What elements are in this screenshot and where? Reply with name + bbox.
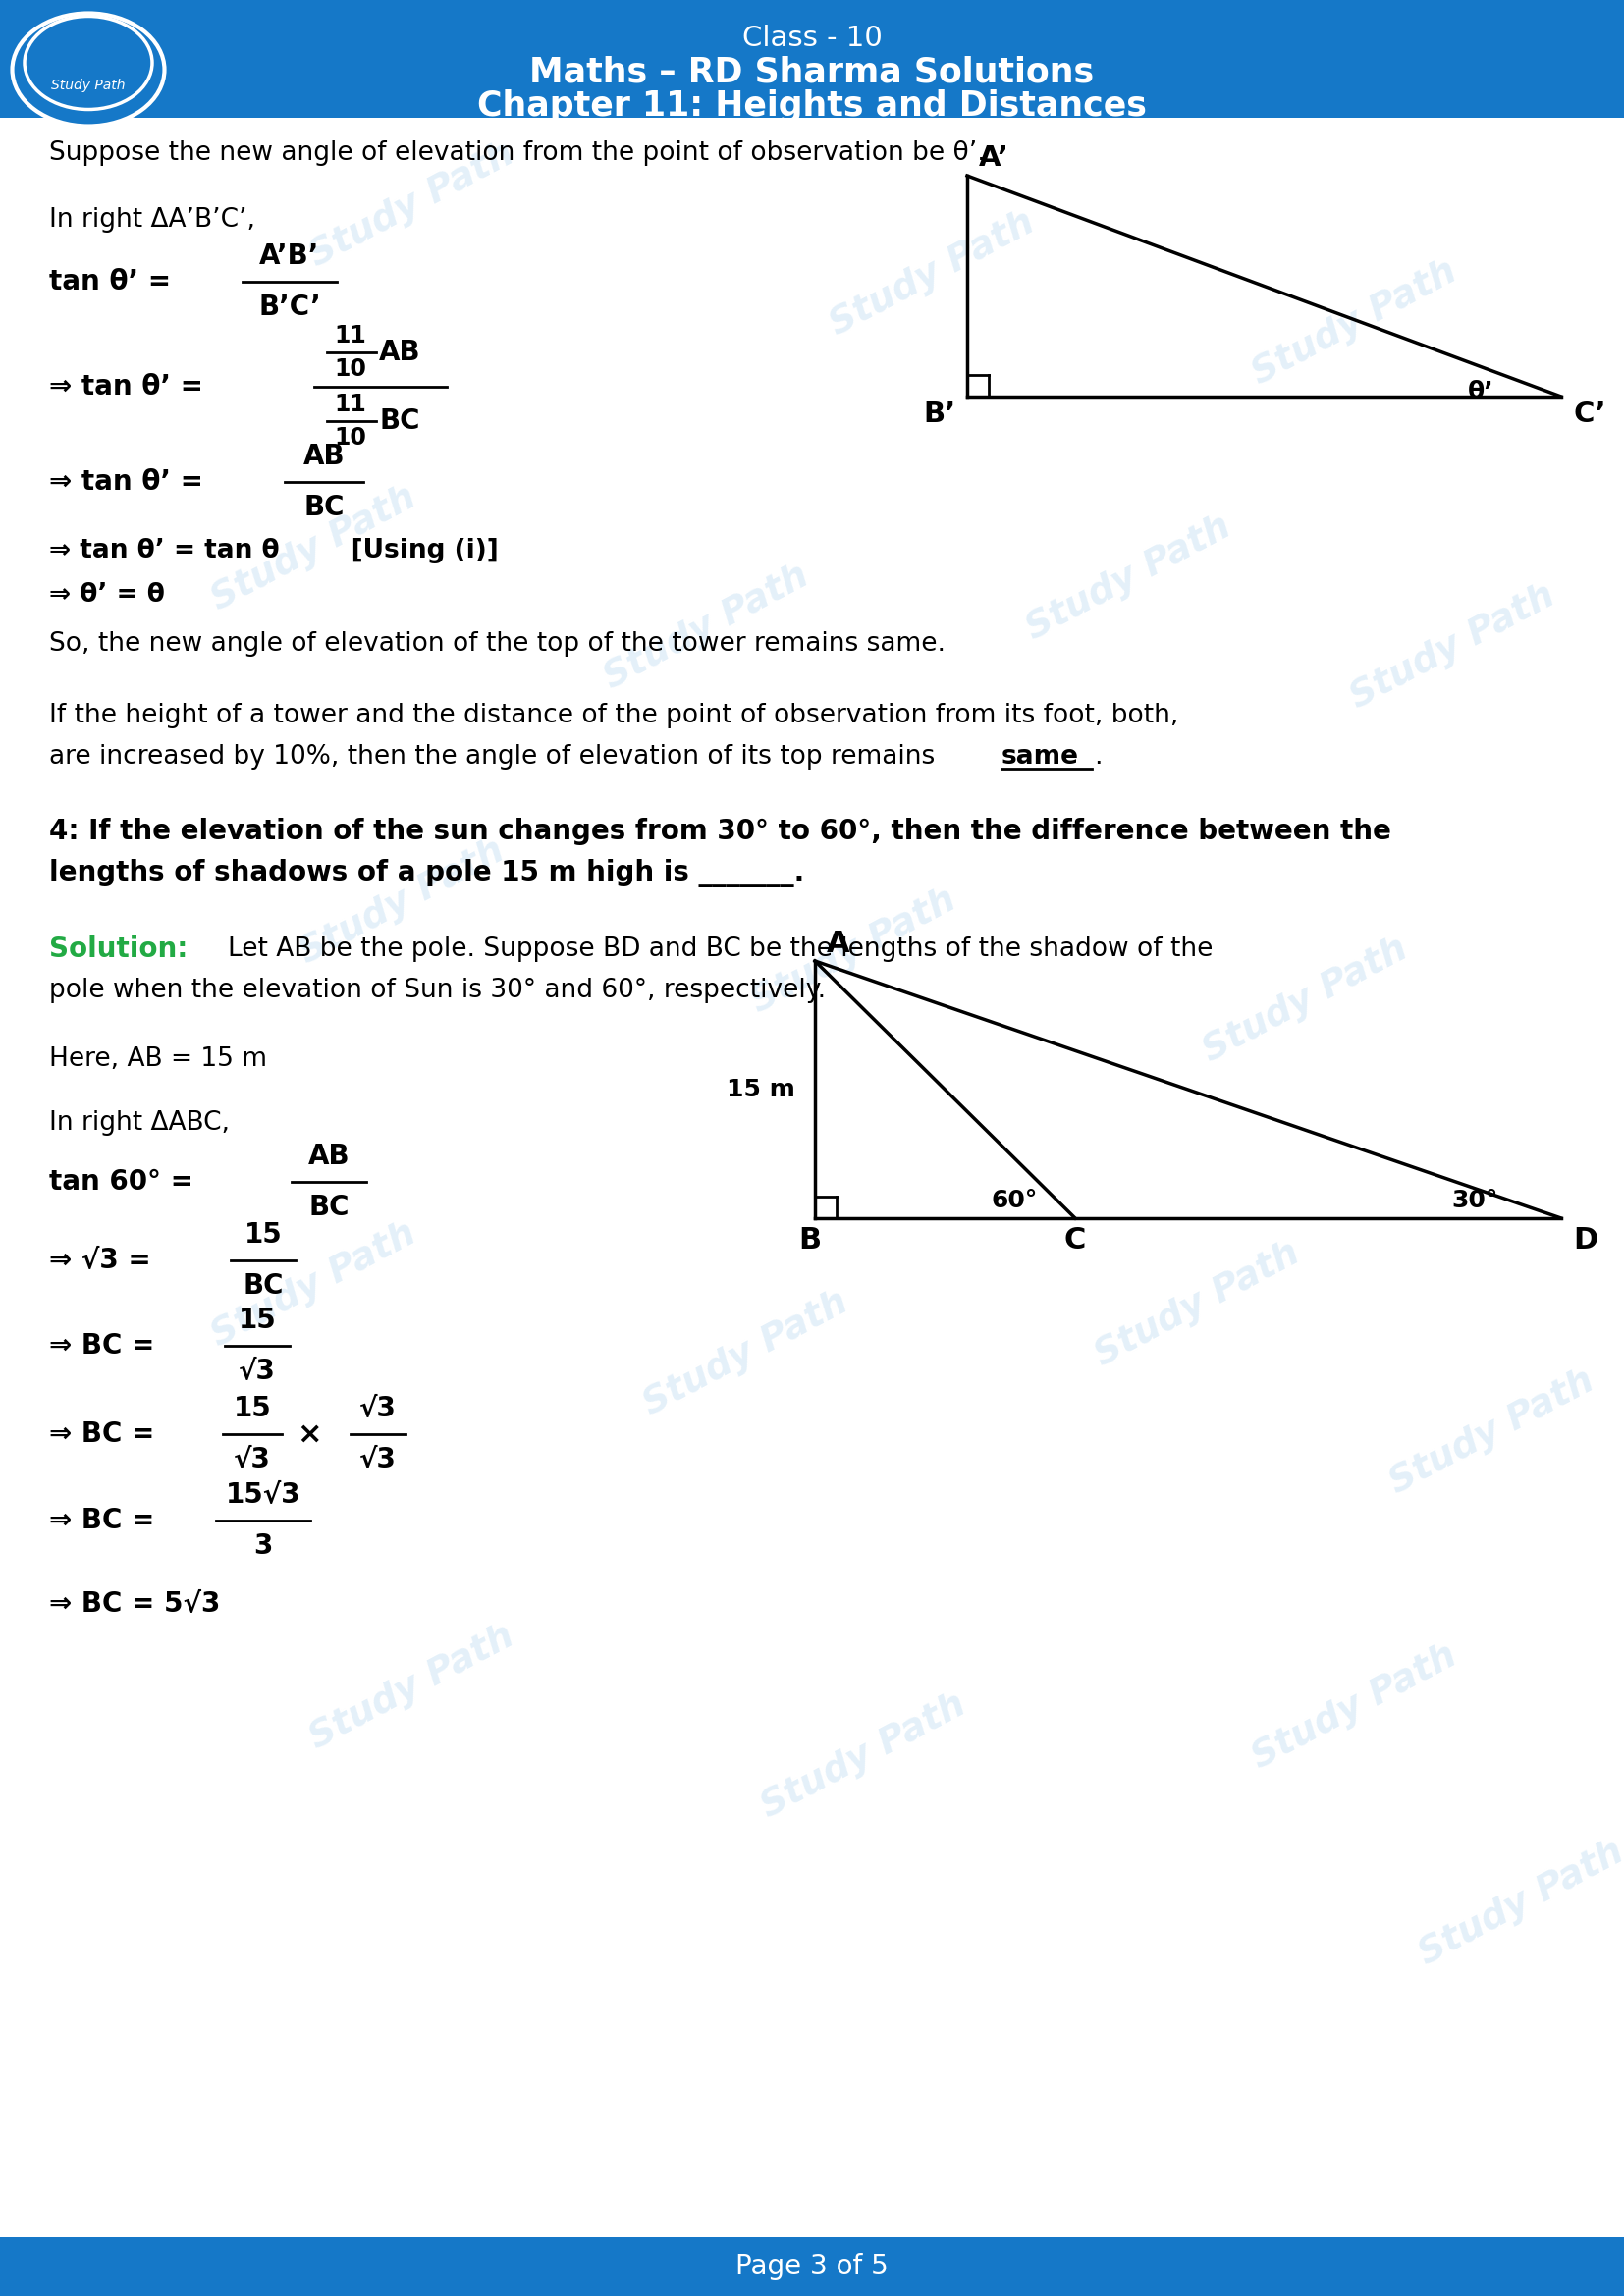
Text: Study Path: Study Path xyxy=(1247,255,1463,393)
Text: BC: BC xyxy=(242,1272,284,1300)
Text: Study Path: Study Path xyxy=(745,882,963,1019)
Text: Here, AB = 15 m: Here, AB = 15 m xyxy=(49,1047,266,1072)
Text: ⇒ BC =: ⇒ BC = xyxy=(49,1506,154,1534)
Text: B’: B’ xyxy=(924,400,957,427)
Text: tan θ’ =: tan θ’ = xyxy=(49,269,171,296)
Text: Study Path: Study Path xyxy=(1345,579,1562,716)
Text: Study Path: Study Path xyxy=(1413,1835,1624,1972)
Text: C: C xyxy=(1064,1226,1086,1254)
Text: Study Path: Study Path xyxy=(206,1217,422,1355)
Text: Study Path: Study Path xyxy=(1021,510,1237,647)
Text: 60°: 60° xyxy=(991,1189,1038,1212)
Text: 15: 15 xyxy=(244,1221,283,1249)
Text: ⇒ √3 =: ⇒ √3 = xyxy=(49,1247,151,1274)
Text: ⇒ tan θ’ =: ⇒ tan θ’ = xyxy=(49,468,203,496)
Text: Study Path: Study Path xyxy=(825,204,1041,342)
Text: Solution:: Solution: xyxy=(49,934,188,962)
Text: 4: If the elevation of the sun changes from 30° to 60°, then the difference betw: 4: If the elevation of the sun changes f… xyxy=(49,817,1392,845)
Text: √3: √3 xyxy=(234,1446,271,1474)
Text: Study Path: Study Path xyxy=(304,135,521,273)
Text: 15: 15 xyxy=(239,1306,276,1334)
Text: Study Path: Study Path xyxy=(206,480,422,618)
Text: 3: 3 xyxy=(253,1531,273,1559)
Text: Study Path: Study Path xyxy=(599,558,815,696)
Text: Class - 10: Class - 10 xyxy=(742,25,882,53)
Text: ⇒ BC =: ⇒ BC = xyxy=(49,1421,154,1449)
Text: In right ΔA’B’C’,: In right ΔA’B’C’, xyxy=(49,207,255,232)
Text: ⇒ θ’ = θ: ⇒ θ’ = θ xyxy=(49,583,164,608)
Text: B’C’: B’C’ xyxy=(258,294,322,321)
Text: Study Path: Study Path xyxy=(1197,932,1415,1070)
Text: BC: BC xyxy=(380,406,421,434)
Text: Study Path: Study Path xyxy=(755,1688,973,1825)
Bar xyxy=(0,0,1624,117)
Ellipse shape xyxy=(13,14,164,126)
Text: Study Path: Study Path xyxy=(1384,1364,1601,1502)
Text: 15√3: 15√3 xyxy=(226,1481,300,1508)
Text: √3: √3 xyxy=(359,1396,396,1421)
Text: A’B’: A’B’ xyxy=(260,243,320,271)
Text: ⇒ BC = 5√3: ⇒ BC = 5√3 xyxy=(49,1591,221,1619)
Text: BC: BC xyxy=(309,1194,349,1221)
Text: AB: AB xyxy=(378,338,421,365)
Text: Chapter 11: Heights and Distances: Chapter 11: Heights and Distances xyxy=(477,90,1147,122)
Text: In right ΔABC,: In right ΔABC, xyxy=(49,1111,229,1137)
Text: Maths – RD Sharma Solutions: Maths – RD Sharma Solutions xyxy=(529,55,1095,90)
Text: Study Path: Study Path xyxy=(52,78,125,92)
Text: Study Path: Study Path xyxy=(1090,1235,1306,1373)
Text: A’: A’ xyxy=(979,145,1010,172)
Text: Study Path: Study Path xyxy=(638,1286,854,1424)
Text: A: A xyxy=(827,930,849,957)
Text: 11: 11 xyxy=(335,324,367,347)
Text: C’: C’ xyxy=(1574,400,1606,427)
Text: √3: √3 xyxy=(359,1446,396,1474)
Text: √3: √3 xyxy=(239,1357,276,1384)
Text: .: . xyxy=(1095,744,1103,769)
Text: 30°: 30° xyxy=(1452,1189,1497,1212)
Text: Page 3 of 5: Page 3 of 5 xyxy=(736,2252,888,2280)
Text: So, the new angle of elevation of the top of the tower remains same.: So, the new angle of elevation of the to… xyxy=(49,631,945,657)
Text: ⇒ BC =: ⇒ BC = xyxy=(49,1332,154,1359)
Text: tan 60° =: tan 60° = xyxy=(49,1169,193,1196)
Text: 11: 11 xyxy=(335,393,367,416)
Text: Let AB be the pole. Suppose BD and BC be the lengths of the shadow of the: Let AB be the pole. Suppose BD and BC be… xyxy=(227,937,1213,962)
Text: 15: 15 xyxy=(234,1396,271,1421)
Text: 10: 10 xyxy=(335,358,367,381)
Text: AB: AB xyxy=(304,443,344,471)
Text: ×: × xyxy=(297,1419,322,1449)
Text: D: D xyxy=(1574,1226,1598,1254)
Text: BC: BC xyxy=(304,494,344,521)
Text: Study Path: Study Path xyxy=(304,1619,521,1756)
Text: same: same xyxy=(1002,744,1078,769)
Text: ⇒ tan θ’ =: ⇒ tan θ’ = xyxy=(49,372,203,400)
Text: If the height of a tower and the distance of the point of observation from its f: If the height of a tower and the distanc… xyxy=(49,703,1179,728)
Bar xyxy=(0,2236,1624,2296)
Text: Suppose the new angle of elevation from the point of observation be θ’.: Suppose the new angle of elevation from … xyxy=(49,140,986,165)
Text: 15 m: 15 m xyxy=(726,1077,796,1102)
Text: ⇒ tan θ’ = tan θ        [Using (i)]: ⇒ tan θ’ = tan θ [Using (i)] xyxy=(49,537,499,563)
Text: Study Path: Study Path xyxy=(294,833,512,971)
Text: are increased by 10%, then the angle of elevation of its top remains: are increased by 10%, then the angle of … xyxy=(49,744,935,769)
Text: pole when the elevation of Sun is 30° and 60°, respectively.: pole when the elevation of Sun is 30° an… xyxy=(49,978,827,1003)
Text: Study Path: Study Path xyxy=(1247,1639,1463,1775)
Text: lengths of shadows of a pole 15 m high is _______.: lengths of shadows of a pole 15 m high i… xyxy=(49,859,804,886)
Text: 10: 10 xyxy=(335,427,367,450)
Text: θ’: θ’ xyxy=(1468,379,1494,404)
Text: B: B xyxy=(799,1226,822,1254)
Text: AB: AB xyxy=(309,1143,349,1171)
